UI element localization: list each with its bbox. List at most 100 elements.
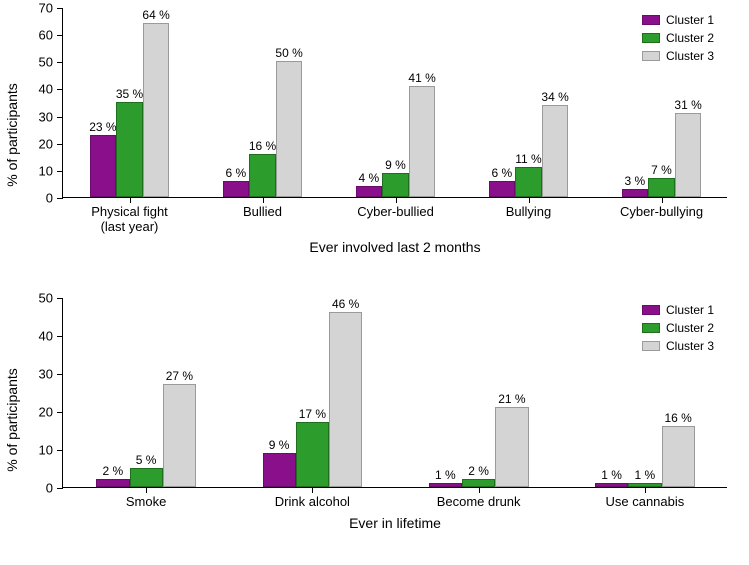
ytick-label: 20 [39, 405, 53, 420]
yaxis-label-top: % of participants [4, 83, 20, 187]
legend-label: Cluster 2 [666, 321, 714, 335]
legend-bottom: Cluster 1 Cluster 2 Cluster 3 [642, 302, 714, 356]
ytick-label: 30 [39, 109, 53, 124]
bar-value-label: 2 % [103, 464, 124, 478]
bar [382, 173, 409, 197]
bar [116, 102, 143, 197]
legend-item: Cluster 2 [642, 30, 714, 46]
ytick [57, 488, 63, 489]
bar-value-label: 16 % [664, 411, 691, 425]
legend-swatch [642, 15, 660, 25]
bar [489, 181, 516, 197]
xtick-label: Cyber-bullied [357, 205, 434, 220]
xtick [479, 487, 480, 493]
xtick [130, 197, 131, 203]
ytick-label: 30 [39, 367, 53, 382]
bar [662, 426, 695, 487]
ytick-label: 50 [39, 291, 53, 306]
cluster-bar-charts: { "colors": { "cluster1": { "fill": "#8a… [0, 0, 749, 565]
bar-value-label: 46 % [332, 297, 359, 311]
ytick [57, 198, 63, 199]
legend-item: Cluster 3 [642, 48, 714, 64]
ytick-label: 10 [39, 163, 53, 178]
legend-item: Cluster 3 [642, 338, 714, 354]
ytick [57, 412, 63, 413]
bar-value-label: 6 % [226, 166, 247, 180]
bar-value-label: 1 % [435, 468, 456, 482]
ytick [57, 298, 63, 299]
yaxis-label-bottom: % of participants [4, 368, 20, 472]
ytick [57, 374, 63, 375]
bar [143, 23, 170, 197]
legend-label: Cluster 3 [666, 339, 714, 353]
plot-area-bottom: 01020304050Smoke2 %5 %27 %Drink alcohol9… [62, 298, 727, 488]
xtick [146, 487, 147, 493]
bar [276, 61, 303, 197]
xtick [662, 197, 663, 203]
bar [163, 384, 196, 487]
bar [409, 86, 436, 197]
bar [495, 407, 528, 487]
bar-value-label: 31 % [674, 98, 701, 112]
legend-label: Cluster 1 [666, 303, 714, 317]
xtick-label: Use cannabis [605, 495, 684, 510]
xaxis-label: Ever in lifetime [349, 515, 441, 531]
xtick-label: Bullied [243, 205, 282, 220]
bar-value-label: 50 % [275, 46, 302, 60]
ytick-label: 60 [39, 28, 53, 43]
bar-value-label: 16 % [249, 139, 276, 153]
bar-value-label: 11 % [515, 152, 541, 166]
xtick-label: Cyber-bullying [620, 205, 703, 220]
bar-value-label: 34 % [541, 90, 568, 104]
bar-value-label: 23 % [89, 120, 116, 134]
legend-swatch [642, 51, 660, 61]
bar [622, 189, 649, 197]
bar-value-label: 6 % [492, 166, 513, 180]
bar [223, 181, 250, 197]
legend-top: Cluster 1 Cluster 2 Cluster 3 [642, 12, 714, 66]
legend-swatch [642, 323, 660, 333]
ytick [57, 8, 63, 9]
xtick [312, 487, 313, 493]
bar-value-label: 27 % [166, 369, 193, 383]
xtick-label: Become drunk [437, 495, 521, 510]
bar-value-label: 9 % [385, 158, 406, 172]
bar [462, 479, 495, 487]
xtick [263, 197, 264, 203]
ytick-label: 0 [46, 481, 53, 496]
bar [356, 186, 383, 197]
ytick-label: 40 [39, 329, 53, 344]
ytick-label: 10 [39, 443, 53, 458]
legend-item: Cluster 2 [642, 320, 714, 336]
legend-swatch [642, 305, 660, 315]
plot-area-top: 010203040506070Physical fight(last year)… [62, 8, 727, 198]
legend-label: Cluster 3 [666, 49, 714, 63]
bar-value-label: 17 % [299, 407, 326, 421]
bar [329, 312, 362, 487]
bar [542, 105, 569, 197]
ytick [57, 171, 63, 172]
ytick-label: 40 [39, 82, 53, 97]
xtick [645, 487, 646, 493]
panel-bottom: % of participants 01020304050Smoke2 %5 %… [0, 290, 749, 550]
xtick-label: Drink alcohol [275, 495, 350, 510]
ytick-label: 20 [39, 136, 53, 151]
bar-value-label: 1 % [635, 468, 656, 482]
bar [249, 154, 276, 197]
ytick [57, 117, 63, 118]
ytick [57, 450, 63, 451]
xtick-label: Physical fight(last year) [91, 205, 168, 235]
ytick [57, 144, 63, 145]
ytick [57, 35, 63, 36]
bar-value-label: 64 % [142, 8, 169, 22]
bar-value-label: 35 % [116, 87, 143, 101]
bar-value-label: 2 % [468, 464, 489, 478]
legend-item: Cluster 1 [642, 302, 714, 318]
bar-value-label: 3 % [625, 174, 646, 188]
bar [675, 113, 702, 197]
legend-item: Cluster 1 [642, 12, 714, 28]
xtick-label: Smoke [126, 495, 166, 510]
bar [648, 178, 675, 197]
ytick [57, 62, 63, 63]
xaxis-label: Ever involved last 2 months [309, 239, 480, 255]
